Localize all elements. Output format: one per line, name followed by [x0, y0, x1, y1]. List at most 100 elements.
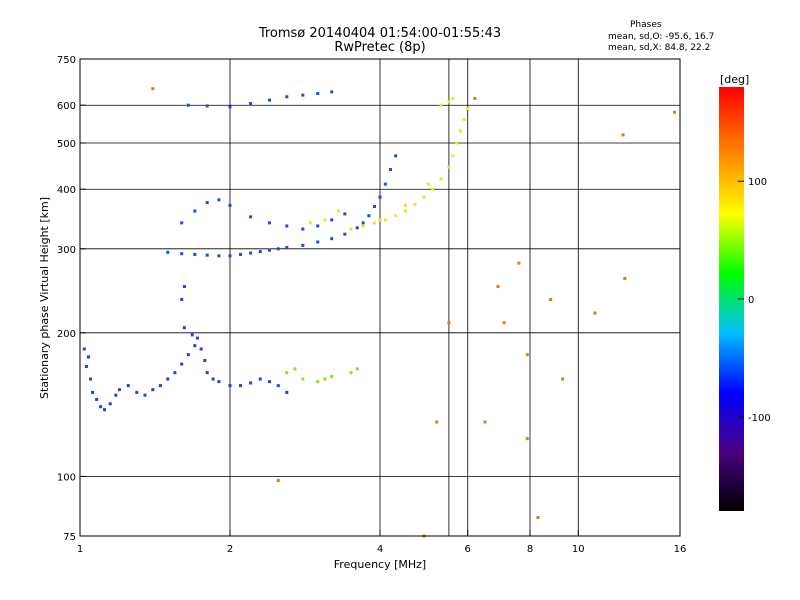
x-axis-label: Frequency [MHz] — [334, 558, 426, 571]
data-point — [205, 253, 209, 257]
data-point — [383, 218, 387, 222]
data-point — [285, 390, 289, 394]
y-tick-label: 100 — [57, 472, 76, 483]
data-point — [621, 133, 625, 137]
data-point — [267, 221, 271, 225]
data-point — [330, 237, 334, 241]
data-point — [343, 232, 347, 236]
data-point — [166, 250, 170, 254]
data-point — [193, 209, 197, 213]
data-point — [103, 408, 107, 412]
data-point — [205, 201, 209, 205]
data-point — [323, 218, 327, 222]
data-point — [186, 353, 190, 357]
data-point — [151, 87, 155, 91]
data-point — [82, 347, 86, 351]
scatter-points — [82, 87, 677, 538]
data-point — [536, 516, 540, 520]
data-point — [403, 203, 407, 207]
x-ticks: 1 2 4 6 8 10 16 — [77, 530, 686, 555]
data-point — [135, 390, 139, 394]
series-group — [285, 367, 359, 384]
data-point — [158, 384, 162, 388]
series-group — [308, 96, 470, 231]
data-point — [458, 129, 462, 133]
data-point — [249, 251, 253, 255]
data-point — [323, 377, 327, 381]
plot-title: Tromsø 20140404 01:54:00-01:55:43 — [258, 26, 502, 41]
data-point — [367, 214, 371, 218]
data-point — [180, 362, 184, 366]
x-tick-label: 10 — [572, 544, 585, 555]
data-point — [276, 247, 280, 251]
data-point — [349, 227, 353, 231]
data-point — [422, 195, 426, 199]
y-tick-label: 400 — [57, 185, 76, 196]
data-point — [403, 209, 407, 213]
data-point — [285, 245, 289, 249]
data-point — [285, 224, 289, 228]
data-point — [378, 195, 382, 199]
data-point — [182, 285, 186, 289]
data-point — [249, 102, 253, 106]
y-tick-label: 750 — [57, 55, 76, 66]
data-point — [267, 380, 271, 384]
data-point — [151, 388, 155, 392]
data-point — [301, 227, 305, 231]
data-point — [205, 371, 209, 375]
data-point — [166, 377, 170, 381]
data-point — [117, 388, 121, 392]
data-point — [316, 224, 320, 228]
data-point — [99, 405, 103, 409]
data-point — [258, 250, 262, 254]
data-point — [293, 367, 297, 371]
data-point — [439, 177, 443, 181]
data-point — [496, 285, 500, 289]
data-point — [549, 297, 553, 301]
data-point — [180, 221, 184, 225]
phase-o-stats: mean, sd,O: -95.6, 16.7 — [608, 32, 715, 42]
data-point — [316, 91, 320, 95]
data-point — [355, 367, 359, 371]
data-point — [394, 154, 398, 158]
data-point — [193, 252, 197, 256]
data-point — [193, 344, 197, 348]
data-point — [173, 371, 177, 375]
data-point — [383, 182, 387, 186]
data-point — [451, 96, 455, 100]
data-point — [228, 254, 232, 258]
data-point — [91, 390, 95, 394]
data-point — [394, 214, 398, 218]
data-point — [239, 252, 243, 256]
data-point — [276, 479, 280, 483]
data-point — [301, 377, 305, 381]
plot-grid — [80, 59, 680, 536]
y-axis-label: Stationary phase Virtual Height [km] — [38, 197, 51, 399]
data-point — [389, 167, 393, 171]
phases-title: Phases — [630, 20, 662, 30]
data-point — [186, 103, 190, 107]
x-tick-label: 2 — [227, 544, 233, 555]
data-point — [285, 371, 289, 375]
data-point — [217, 380, 221, 384]
data-point — [228, 203, 232, 207]
data-point — [462, 118, 466, 122]
data-point — [316, 240, 320, 244]
data-point — [525, 437, 529, 441]
data-point — [413, 202, 417, 206]
data-point — [228, 105, 232, 109]
data-point — [301, 243, 305, 247]
data-point — [373, 221, 377, 225]
data-point — [593, 311, 597, 315]
data-point — [180, 297, 184, 301]
data-point — [336, 209, 340, 213]
data-point — [84, 364, 88, 368]
y-tick-label: 75 — [63, 532, 76, 543]
data-point — [249, 381, 253, 385]
data-point — [517, 261, 521, 265]
data-point — [203, 358, 207, 362]
data-point — [439, 103, 443, 107]
data-point — [355, 226, 359, 230]
data-point — [211, 377, 215, 381]
data-point — [126, 384, 130, 388]
